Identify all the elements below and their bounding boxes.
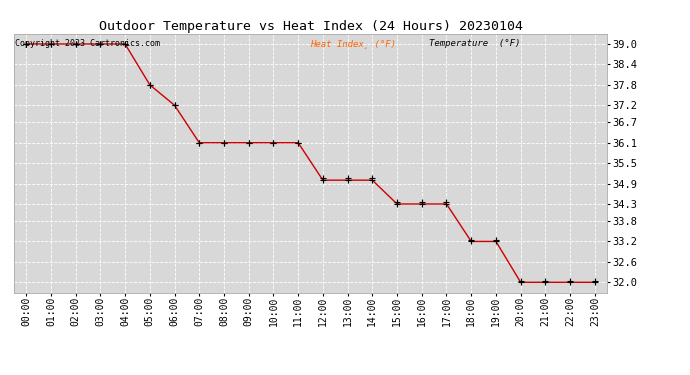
- Text: Copyright 2023 Cartronics.com: Copyright 2023 Cartronics.com: [15, 39, 160, 48]
- Text: Temperature  (°F): Temperature (°F): [429, 39, 520, 48]
- Title: Outdoor Temperature vs Heat Index (24 Hours) 20230104: Outdoor Temperature vs Heat Index (24 Ho…: [99, 20, 522, 33]
- Text: Heat Index¸ (°F): Heat Index¸ (°F): [310, 39, 397, 48]
